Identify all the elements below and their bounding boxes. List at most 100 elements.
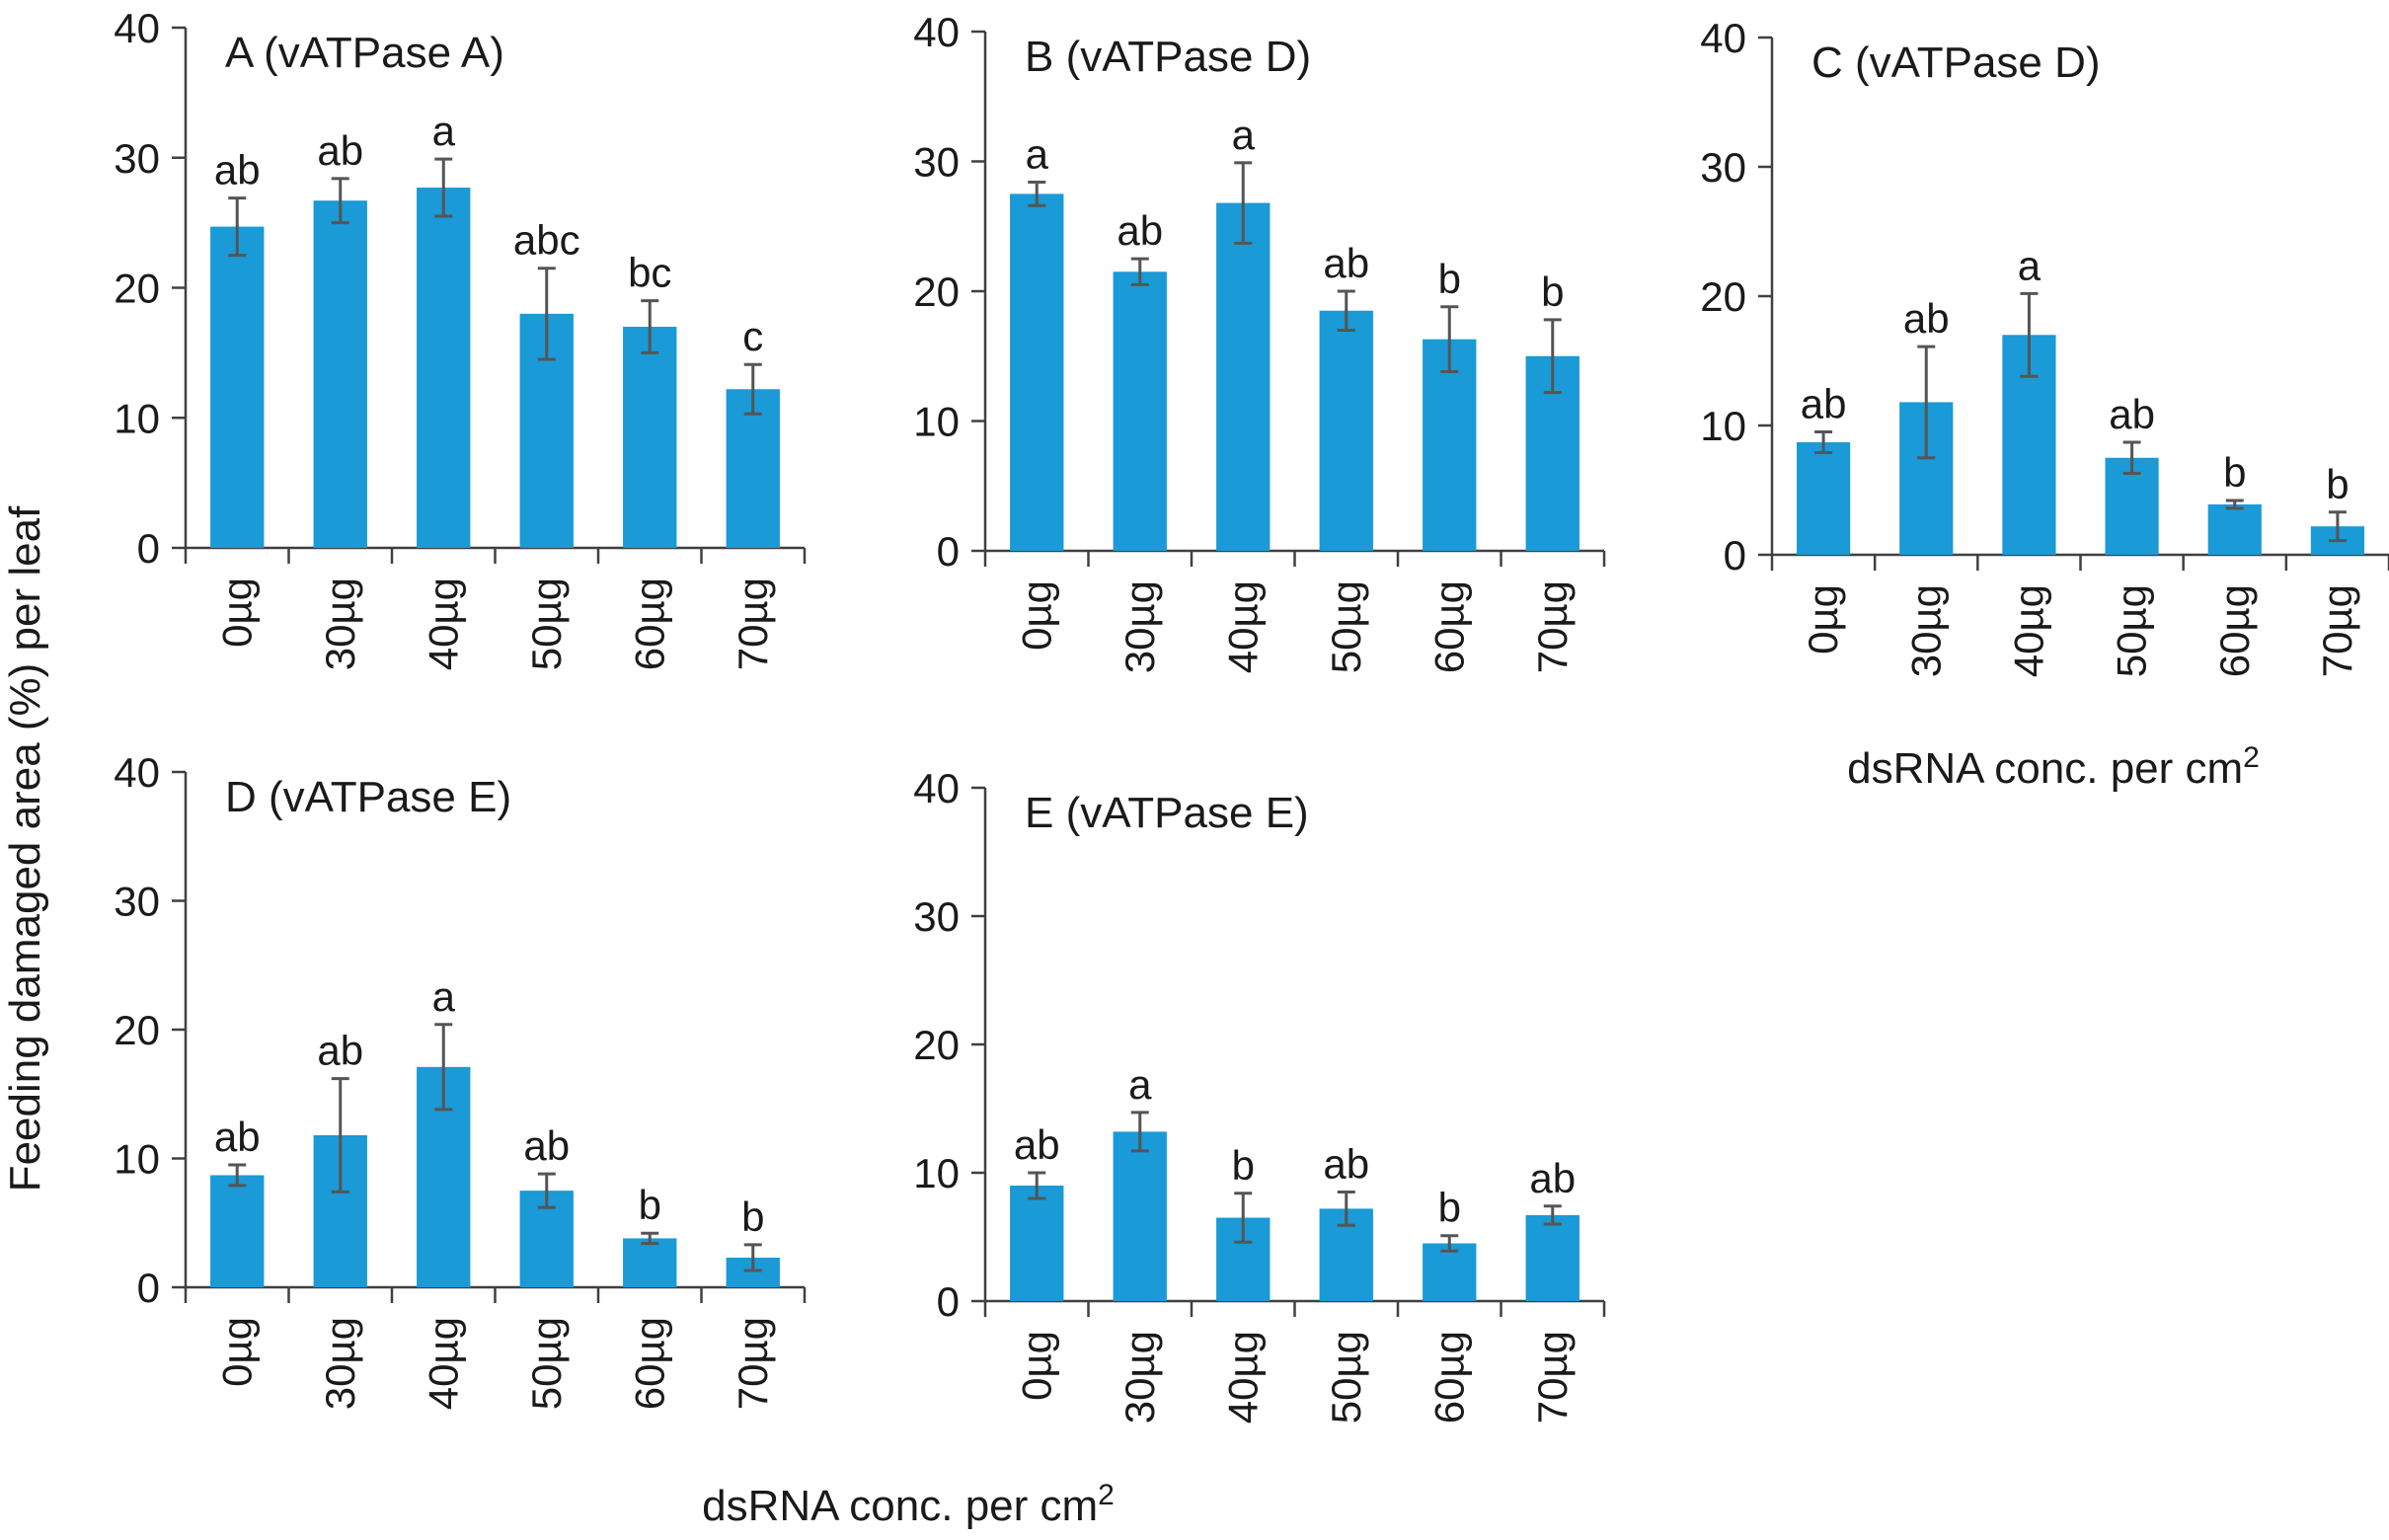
category-label: 0µg bbox=[1800, 584, 1846, 654]
significance-letter: ab bbox=[1323, 1141, 1369, 1188]
panel-e: 0 10 20 30 40 E (vATPase E) ab 0µg a 30µg b 40µg ab 5… bbox=[913, 765, 1606, 1424]
bar bbox=[1319, 310, 1373, 551]
significance-letter: ab bbox=[1014, 1121, 1060, 1168]
category-label: 40µg bbox=[1219, 580, 1266, 673]
bar bbox=[2207, 503, 2262, 555]
significance-letter: ab bbox=[1801, 381, 1847, 427]
panel-title: B (vATPase D) bbox=[1025, 33, 1311, 81]
bar bbox=[623, 1238, 677, 1287]
significance-letter: ab bbox=[214, 1114, 261, 1160]
y-tick-label: 30 bbox=[114, 135, 160, 182]
bar bbox=[1797, 442, 1851, 555]
category-label: 50µg bbox=[2109, 584, 2155, 677]
significance-letter: ab bbox=[317, 127, 363, 174]
significance-letter: ab bbox=[214, 147, 261, 193]
significance-letter: a bbox=[1232, 112, 1256, 158]
panel-title: E (vATPase E) bbox=[1025, 789, 1309, 837]
x-axis-label-bottom: dsRNA conc. per cm2 bbox=[702, 1479, 1115, 1530]
significance-letter: ab bbox=[1117, 207, 1163, 254]
panel-d: 0 10 20 30 40 D (vATPase E) ab 0µg ab 30µg a 40µg ab… bbox=[114, 749, 807, 1410]
significance-letter: a bbox=[2018, 242, 2042, 288]
category-label: 40µg bbox=[420, 578, 466, 670]
category-label: 30µg bbox=[317, 578, 363, 670]
significance-letter: b bbox=[741, 1194, 764, 1240]
significance-letter: ab bbox=[523, 1122, 570, 1169]
bar bbox=[1010, 193, 1064, 551]
y-tick-label: 20 bbox=[913, 269, 960, 315]
y-tick-label: 20 bbox=[114, 266, 160, 312]
significance-letter: ab bbox=[1529, 1155, 1576, 1201]
significance-letter: bc bbox=[628, 250, 671, 296]
bar bbox=[1423, 339, 1477, 551]
y-tick-label: 30 bbox=[913, 139, 960, 186]
y-tick-label: 10 bbox=[913, 399, 960, 445]
significance-letter: b bbox=[1438, 256, 1461, 302]
category-label: 30µg bbox=[1902, 584, 1949, 677]
significance-letter: b bbox=[1541, 269, 1564, 315]
significance-letter: a bbox=[432, 973, 456, 1020]
category-label: 60µg bbox=[1426, 1331, 1472, 1424]
significance-letter: a bbox=[1026, 131, 1049, 178]
category-label: 40µg bbox=[2005, 584, 2051, 677]
panel-title: A (vATPase A) bbox=[225, 29, 504, 77]
bar bbox=[313, 200, 367, 549]
category-label: 70µg bbox=[730, 1317, 776, 1410]
significance-letter: b bbox=[1232, 1142, 1255, 1189]
significance-letter: abc bbox=[513, 217, 580, 264]
category-label: 0µg bbox=[1013, 1331, 1059, 1401]
panel-c: 0 10 20 30 40 C (vATPase D) ab 0µg ab 30µg a 40µg ab… bbox=[1700, 15, 2389, 677]
panel-title: C (vATPase D) bbox=[1811, 38, 2101, 87]
category-label: 30µg bbox=[1117, 580, 1163, 673]
category-label: 50µg bbox=[1323, 1331, 1369, 1424]
y-tick-label: 10 bbox=[114, 1136, 160, 1183]
category-label: 60µg bbox=[1426, 580, 1472, 673]
category-label: 30µg bbox=[317, 1317, 363, 1410]
category-label: 0µg bbox=[213, 1317, 260, 1387]
significance-letter: ab bbox=[1323, 240, 1369, 286]
category-label: 50µg bbox=[523, 1317, 570, 1410]
category-label: 70µg bbox=[1529, 1331, 1576, 1424]
y-tick-label: 40 bbox=[114, 5, 160, 51]
bar bbox=[417, 188, 471, 549]
panel-b: 0 10 20 30 40 B (vATPase D) a 0µg ab 30µg a 40µg ab 5… bbox=[913, 9, 1606, 673]
y-tick-label: 20 bbox=[114, 1007, 160, 1053]
y-tick-label: 0 bbox=[937, 528, 960, 575]
category-label: 0µg bbox=[213, 578, 260, 648]
bar bbox=[623, 327, 677, 548]
bar bbox=[1423, 1243, 1477, 1301]
significance-letter: b bbox=[2326, 461, 2349, 507]
category-label: 40µg bbox=[420, 1317, 466, 1410]
significance-letter: ab bbox=[1903, 295, 1950, 342]
panel-title: D (vATPase E) bbox=[225, 773, 511, 821]
panel-a: 0 10 20 30 40 A (vATPase A) ab 0µg ab 30µg a 40µg ab… bbox=[114, 5, 807, 670]
category-label: 50µg bbox=[523, 578, 570, 670]
category-label: 60µg bbox=[626, 578, 672, 670]
category-label: 50µg bbox=[1323, 580, 1369, 673]
y-tick-label: 0 bbox=[937, 1278, 960, 1325]
category-label: 70µg bbox=[2314, 584, 2360, 677]
significance-letter: ab bbox=[317, 1028, 363, 1074]
y-tick-label: 40 bbox=[913, 765, 960, 811]
significance-letter: a bbox=[1128, 1061, 1152, 1108]
category-label: 0µg bbox=[1013, 580, 1059, 651]
bar bbox=[1010, 1186, 1064, 1301]
significance-letter: a bbox=[432, 108, 456, 154]
category-label: 70µg bbox=[730, 578, 776, 670]
y-axis-label: Feeding damaged area (%) per leaf bbox=[1, 505, 49, 1192]
bar bbox=[210, 1175, 265, 1287]
category-label: 60µg bbox=[626, 1317, 672, 1410]
category-label: 30µg bbox=[1117, 1331, 1163, 1424]
category-label: 40µg bbox=[1219, 1331, 1266, 1424]
bar bbox=[1113, 271, 1167, 551]
y-tick-label: 40 bbox=[913, 9, 960, 55]
y-tick-label: 40 bbox=[1700, 15, 1746, 61]
bar bbox=[726, 389, 780, 548]
y-tick-label: 10 bbox=[1700, 403, 1746, 449]
significance-letter: b bbox=[1438, 1185, 1461, 1231]
y-tick-label: 40 bbox=[114, 749, 160, 796]
y-tick-label: 30 bbox=[114, 879, 160, 925]
y-tick-label: 10 bbox=[913, 1150, 960, 1196]
category-label: 70µg bbox=[1529, 580, 1576, 673]
significance-letter: b bbox=[2223, 449, 2246, 496]
